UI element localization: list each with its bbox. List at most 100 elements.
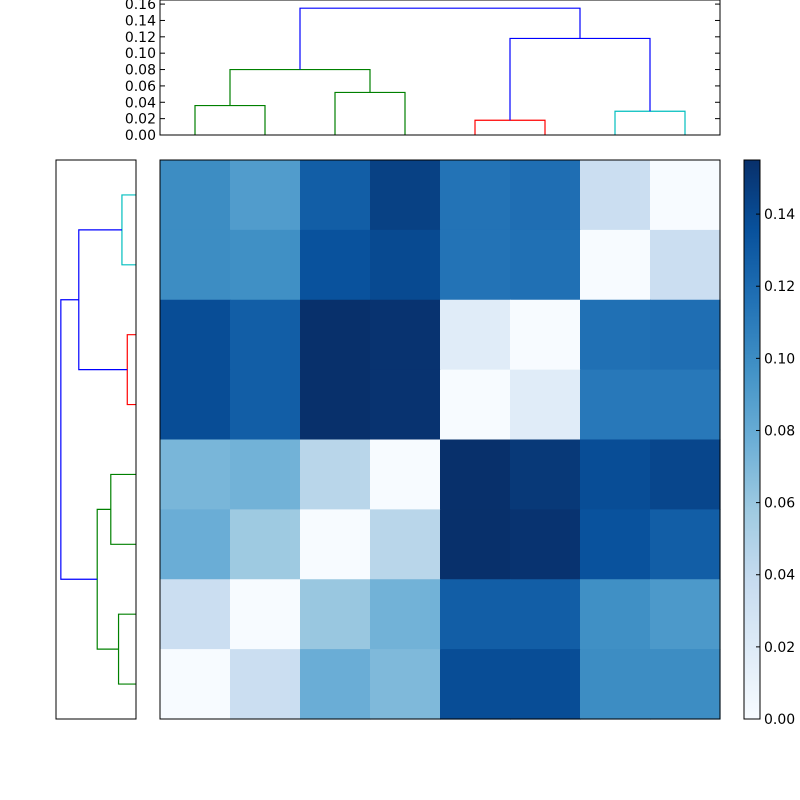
heatmap-cell-r2-c5: [510, 299, 581, 371]
heatmap-cell-r3-c6: [580, 369, 651, 441]
top-y-tick-label-8: 0.16: [125, 0, 156, 13]
heatmap-cell-r0-c7: [650, 160, 721, 231]
heatmap-cell-r5-c4: [440, 509, 511, 580]
heatmap-cell-r2-c4: [440, 299, 511, 371]
heatmap-cell-r4-c3: [370, 439, 441, 510]
heatmap-cell-r0-c3: [370, 160, 441, 231]
heatmap-cells: [160, 160, 721, 720]
heatmap-cell-r3-c1: [230, 369, 301, 441]
left-dendrogram-link-2: [96, 508, 119, 650]
heatmap-cell-r6-c0: [160, 579, 231, 650]
heatmap-cell-r0-c6: [580, 160, 651, 231]
heatmap-cell-r0-c1: [230, 160, 301, 231]
heatmap-cell-r2-c1: [230, 299, 301, 371]
heatmap-cell-r4-c6: [580, 439, 651, 510]
left-dendrogram-link-5: [78, 229, 128, 371]
left-dendrogram-link-4: [121, 194, 136, 266]
heatmap-cell-r7-c6: [580, 649, 651, 720]
top-dendrogram-link-6: [299, 7, 581, 70]
left-dendrogram-link-3: [126, 334, 136, 406]
heatmap-cell-r2-c6: [580, 299, 651, 371]
top-y-tick-label-6: 0.12: [125, 30, 156, 46]
heatmap-cell-r0-c5: [510, 160, 581, 231]
heatmap-cell-r1-c3: [370, 229, 441, 301]
colorbar-ticks: 0.00 0.02 0.04 0.06 0.08 0.10 0.12 0.14: [756, 207, 795, 728]
heatmap-cell-r6-c6: [580, 579, 651, 650]
colorbar-tick-label-7: 0.14: [764, 207, 795, 223]
top-dendrogram-link-5: [509, 37, 651, 121]
heatmap-cell-r2-c7: [650, 299, 721, 371]
heatmap-cell-r3-c2: [300, 369, 371, 441]
heatmap-cell-r2-c3: [370, 299, 441, 371]
top-dendrogram-link-2: [229, 68, 371, 106]
heatmap-cell-r6-c1: [230, 579, 301, 650]
top-dendrogram-link-0: [194, 104, 266, 135]
heatmap-cell-r6-c2: [300, 579, 371, 650]
colorbar-frame: [743, 159, 761, 720]
heatmap-cell-r7-c2: [300, 649, 371, 720]
heatmap-cell-r5-c2: [300, 509, 371, 580]
top-dendrogram: 0.000.020.040.060.080.100.120.140.16: [125, 0, 721, 144]
heatmap-cell-r6-c3: [370, 579, 441, 650]
colorbar-tick-label-3: 0.06: [764, 496, 795, 512]
top-y-tick-label-5: 0.10: [125, 46, 156, 62]
top-y-tick-label-7: 0.14: [125, 13, 156, 29]
heatmap-cell-r3-c4: [440, 369, 511, 441]
distance-heatmap: [159, 159, 721, 720]
top-y-tick-label-1: 0.02: [125, 112, 156, 128]
heatmap-cell-r4-c7: [650, 439, 721, 510]
heatmap-cell-r7-c7: [650, 649, 721, 720]
heatmap-cell-r6-c5: [510, 579, 581, 650]
heatmap-cell-r7-c5: [510, 649, 581, 720]
heatmap-cell-r7-c0: [160, 649, 231, 720]
heatmap-cell-r7-c3: [370, 649, 441, 720]
left-dendrogram: [55, 159, 137, 720]
top-dendrogram-link-1: [334, 91, 406, 135]
heatmap-cell-r1-c1: [230, 229, 301, 301]
heatmap-cell-r0-c0: [160, 160, 231, 231]
left-dendrogram-link-1: [110, 473, 136, 545]
heatmap-cell-r4-c2: [300, 439, 371, 510]
heatmap-cell-r5-c7: [650, 509, 721, 580]
heatmap-cell-r5-c1: [230, 509, 301, 580]
top-dendrogram-frame: [159, 0, 721, 136]
heatmap-cell-r4-c5: [510, 439, 581, 510]
colorbar-tick-label-5: 0.10: [764, 351, 795, 367]
top-dendrogram-y-axis: 0.000.020.040.060.080.100.120.140.16: [125, 0, 720, 144]
colorbar-gradient: [744, 160, 760, 719]
top-y-tick-label-0: 0.00: [125, 128, 156, 144]
left-dendrogram-link-6: [60, 299, 98, 580]
top-y-tick-label-2: 0.04: [125, 95, 156, 111]
heatmap-cell-r3-c5: [510, 369, 581, 441]
heatmap-cell-r5-c6: [580, 509, 651, 580]
heatmap-cell-r4-c4: [440, 439, 511, 510]
heatmap-cell-r0-c4: [440, 160, 511, 231]
top-y-tick-label-3: 0.06: [125, 79, 156, 95]
left-dendrogram-link-0: [117, 613, 136, 685]
heatmap-cell-r5-c0: [160, 509, 231, 580]
heatmap-cell-r4-c1: [230, 439, 301, 510]
heatmap-cell-r4-c0: [160, 439, 231, 510]
heatmap-cell-r1-c5: [510, 229, 581, 301]
heatmap-cell-r7-c1: [230, 649, 301, 720]
heatmap-cell-r6-c7: [650, 579, 721, 650]
heatmap-cell-r3-c0: [160, 369, 231, 441]
left-dendrogram-frame: [55, 159, 137, 720]
heatmap-frame: [159, 159, 721, 720]
heatmap-cell-r1-c2: [300, 229, 371, 301]
colorbar: 0.00 0.02 0.04 0.06 0.08 0.10 0.12 0.14: [743, 159, 795, 728]
heatmap-cell-r5-c5: [510, 509, 581, 580]
colorbar-tick-label-2: 0.04: [764, 568, 795, 584]
heatmap-cell-r7-c4: [440, 649, 511, 720]
heatmap-cell-r3-c7: [650, 369, 721, 441]
heatmap-cell-r3-c3: [370, 369, 441, 441]
heatmap-cell-r1-c4: [440, 229, 511, 301]
heatmap-cell-r2-c2: [300, 299, 371, 371]
left-dendrogram-links: [60, 194, 136, 685]
heatmap-cell-r1-c6: [580, 229, 651, 301]
colorbar-tick-label-0: 0.00: [764, 712, 795, 728]
colorbar-tick-label-4: 0.08: [764, 423, 795, 439]
colorbar-tick-label-6: 0.12: [764, 279, 795, 295]
top-dendrogram-link-4: [614, 110, 686, 135]
